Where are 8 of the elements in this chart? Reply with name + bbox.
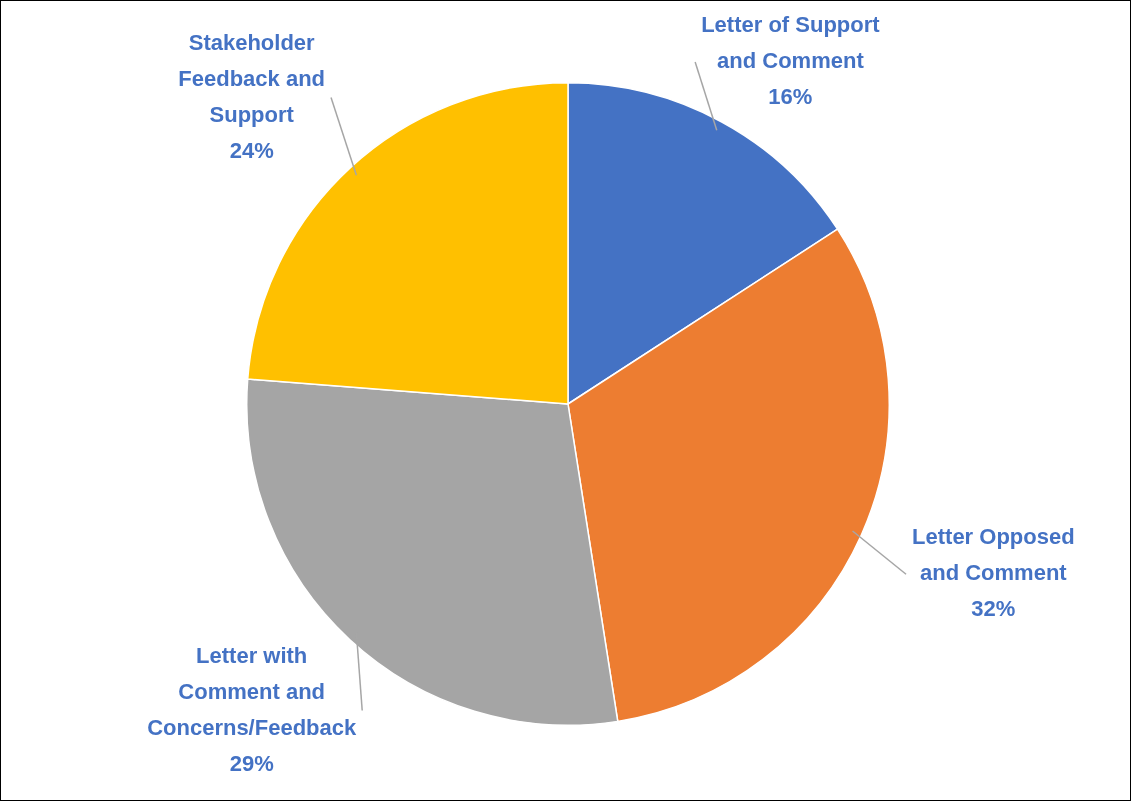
slice-label: Letter with Comment and Concerns/Feedback [147,642,357,740]
data-label: 32% [971,596,1016,622]
slice-label: Letter Opposed and Comment [912,524,1075,586]
slice-label: Stakeholder Feedback and Support [178,29,326,127]
data-label: 24% [229,137,274,163]
data-label: 29% [229,750,274,776]
data-label: 16% [768,84,813,110]
slice-label: Letter of Support and Comment [701,12,881,74]
